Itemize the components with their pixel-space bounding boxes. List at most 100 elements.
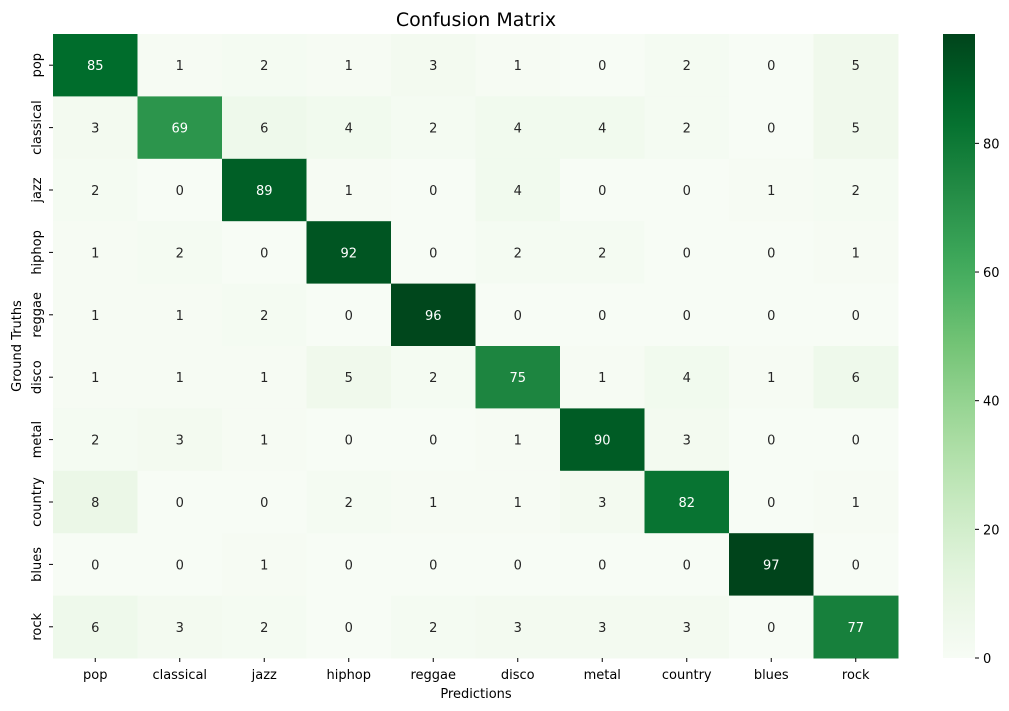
heatmap-cells: 85 1 2 1 3 1 0 2 0 53 69 6 4 2 4 4 2 0 52 0 89 1 0 4 0 0 1 21 2 0 92 0 2… (53, 34, 899, 659)
cell-value-label: 0 (260, 496, 268, 511)
cell-value-label: 1 (91, 246, 99, 261)
x-tick-label: classical (152, 668, 207, 683)
cell-value-label: 1 (176, 59, 184, 74)
heatmap-cell (729, 408, 814, 472)
x-tick-label: reggae (410, 668, 456, 683)
colorbar-tick-label: 60 (983, 266, 1000, 281)
heatmap-cell (560, 470, 645, 534)
cell-value-label: 1 (345, 184, 353, 199)
heatmap-cell (644, 408, 730, 472)
cell-value-label: 1 (852, 246, 860, 261)
x-tick-label: jazz (251, 668, 277, 683)
heatmap-cell (644, 96, 730, 160)
cell-value-label: 0 (767, 246, 775, 261)
heatmap-cell (644, 346, 730, 409)
heatmap-cell (137, 346, 223, 409)
x-tick-label: country (662, 668, 712, 683)
cell-value-label: 0 (176, 184, 184, 199)
cell-value-label: 2 (260, 621, 268, 636)
chart-title: Confusion Matrix (396, 9, 556, 31)
cell-value-label: 4 (683, 371, 691, 386)
heatmap-cell (137, 595, 223, 659)
cell-value-label: 2 (176, 246, 184, 261)
cell-value-label: 0 (91, 558, 99, 573)
heatmap-cell (222, 408, 307, 472)
heatmap-cell (306, 34, 392, 97)
heatmap-cell (222, 283, 307, 347)
cell-value-label: 0 (598, 59, 606, 74)
heatmap-cell (644, 283, 730, 347)
heatmap-cell (560, 34, 645, 97)
cell-value-label: 0 (852, 558, 860, 573)
cell-value-label: 0 (429, 184, 437, 199)
x-tick-label: disco (501, 668, 535, 683)
heatmap-cell (391, 34, 476, 97)
heatmap-cell (560, 408, 645, 472)
cell-value-label: 3 (683, 621, 691, 636)
cell-value-label: 0 (767, 309, 775, 324)
cell-value-label: 1 (852, 496, 860, 511)
cell-value-label: 0 (514, 558, 522, 573)
heatmap-cell (391, 158, 476, 222)
heatmap-cell (729, 346, 814, 409)
cell-value-label: 1 (598, 371, 606, 386)
heatmap-cell (560, 346, 645, 409)
colorbar-tick-label: 40 (983, 395, 1000, 410)
heatmap-cell (222, 221, 307, 285)
heatmap-cell (729, 533, 814, 597)
cell-value-label: 1 (514, 434, 522, 449)
heatmap-cell (306, 346, 392, 409)
heatmap-cell (391, 221, 476, 285)
heatmap-cell (306, 470, 392, 534)
cell-value-label: 3 (514, 621, 522, 636)
y-tick-label: blues (30, 547, 45, 582)
heatmap-cell (560, 595, 645, 659)
y-tick-label: jazz (30, 177, 45, 203)
heatmap-cell (475, 221, 561, 285)
cell-value-label: 1 (91, 309, 99, 324)
cell-value-label: 4 (514, 122, 522, 137)
heatmap-cell (813, 470, 899, 534)
cell-value-label: 0 (683, 558, 691, 573)
heatmap-cell (729, 221, 814, 285)
heatmap-cell (644, 158, 730, 222)
heatmap-cell (475, 470, 561, 534)
heatmap-cell (644, 470, 730, 534)
cell-value-label: 0 (345, 621, 353, 636)
heatmap-cell (391, 408, 476, 472)
x-axis-ticks: pop classical jazz hiphop reggae disco metal co… (83, 658, 870, 683)
cell-value-label: 1 (260, 371, 268, 386)
cell-value-label: 0 (683, 246, 691, 261)
cell-value-label: 3 (683, 434, 691, 449)
x-axis-label: Predictions (440, 687, 512, 702)
heatmap-cell (813, 158, 899, 222)
cell-value-label: 0 (767, 122, 775, 137)
colorbar-tick-label: 0 (983, 652, 991, 667)
heatmap-cell (222, 470, 307, 534)
cell-value-label: 2 (260, 309, 268, 324)
cell-value-label: 1 (260, 558, 268, 573)
cell-value-label: 1 (767, 184, 775, 199)
heatmap-cell (560, 158, 645, 222)
cell-value-label: 82 (678, 496, 695, 511)
cell-value-label: 0 (767, 59, 775, 74)
cell-value-label: 0 (598, 309, 606, 324)
cell-value-label: 1 (514, 59, 522, 74)
heatmap-cell (391, 470, 476, 534)
heatmap-cell (306, 96, 392, 160)
cell-value-label: 0 (852, 434, 860, 449)
cell-value-label: 2 (345, 496, 353, 511)
colorbar-tick-label: 80 (983, 137, 1000, 152)
heatmap-cell (137, 221, 223, 285)
heatmap-cell (729, 158, 814, 222)
heatmap-cell (813, 408, 899, 472)
cell-value-label: 2 (514, 246, 522, 261)
heatmap-cell (644, 595, 730, 659)
heatmap-cell (306, 158, 392, 222)
cell-value-label: 2 (683, 122, 691, 137)
heatmap-cell (560, 96, 645, 160)
x-tick-label: rock (842, 668, 870, 683)
cell-value-label: 5 (852, 122, 860, 137)
heatmap-cell (222, 34, 307, 97)
heatmap-cell (53, 595, 138, 659)
